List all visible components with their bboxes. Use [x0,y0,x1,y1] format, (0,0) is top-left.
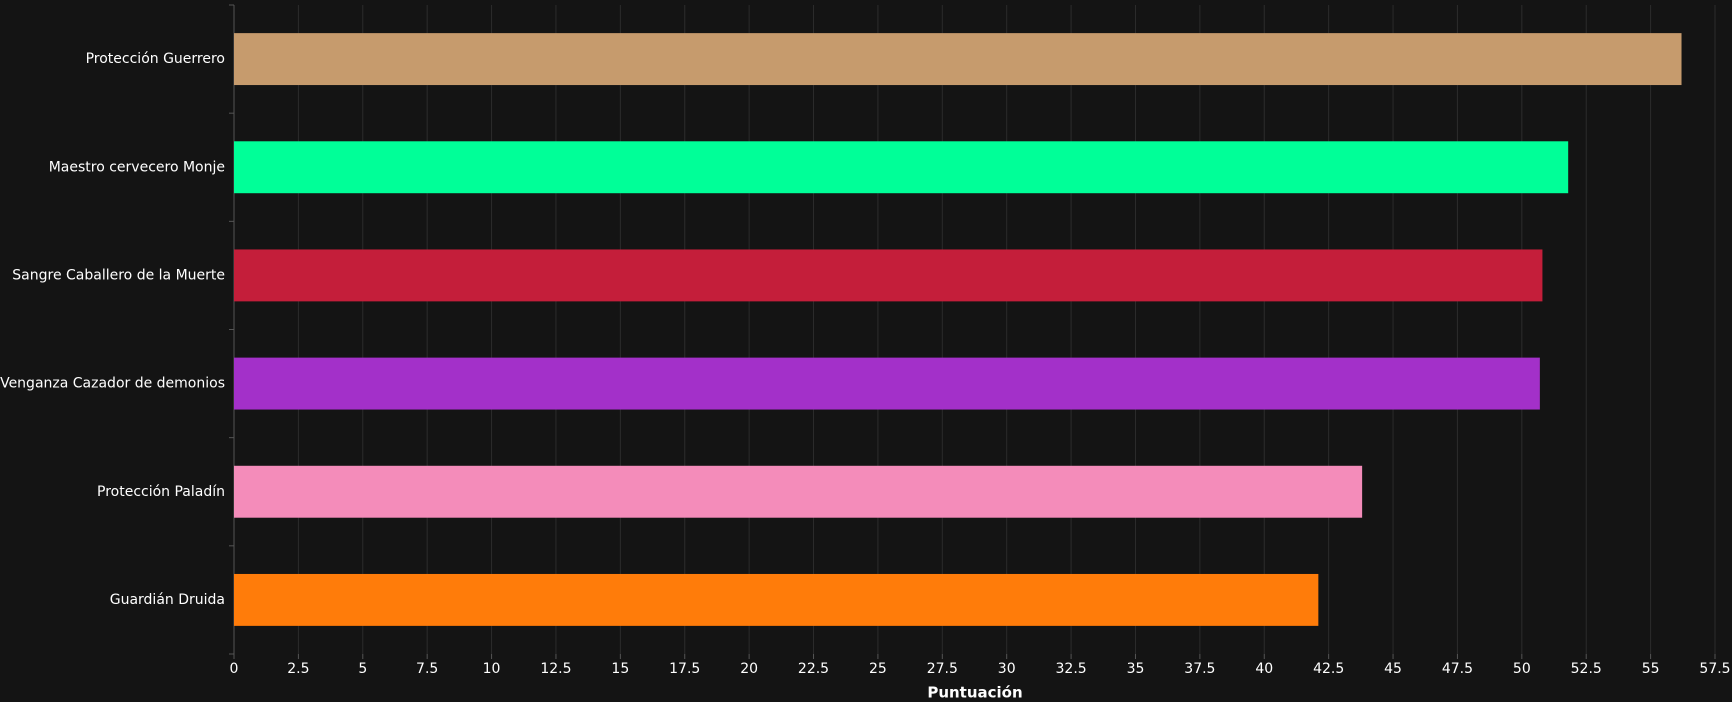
x-tick-label: 12.5 [540,661,571,677]
x-tick-label: 32.5 [1056,661,1087,677]
bar [234,573,1319,626]
x-tick-label: 47.5 [1442,661,1473,677]
x-tick-label: 25 [869,661,887,677]
bar [234,357,1540,410]
x-tick-label: 40 [1255,661,1273,677]
x-tick-label: 20 [740,661,758,677]
x-tick-label: 7.5 [416,661,438,677]
y-tick-label: Venganza Cazador de demonios [0,376,225,392]
x-tick-label: 50 [1513,661,1531,677]
y-tick-label: Maestro cervecero Monje [49,159,225,175]
x-tick-label: 17.5 [669,661,700,677]
x-tick-label: 0 [230,661,239,677]
y-tick-label: Guardián Druida [110,592,225,608]
x-tick-label: 52.5 [1571,661,1602,677]
x-tick-label: 37.5 [1184,661,1215,677]
x-tick-label: 10 [483,661,501,677]
bar [234,465,1363,518]
x-tick-label: 57.5 [1699,661,1730,677]
y-tick-label: Protección Paladín [97,484,225,500]
x-tick-label: 27.5 [927,661,958,677]
x-tick-label: 35 [1127,661,1145,677]
x-tick-label: 2.5 [287,661,309,677]
x-tick-label: 42.5 [1313,661,1344,677]
x-tick-label: 55 [1642,661,1660,677]
bar [234,249,1543,302]
y-tick-label: Sangre Caballero de la Muerte [12,267,225,283]
x-tick-label: 5 [358,661,367,677]
x-axis-label: Puntuación [927,684,1022,702]
x-tick-label: 45 [1384,661,1402,677]
y-tick-label: Protección Guerrero [86,51,225,67]
x-tick-label: 30 [998,661,1016,677]
x-tick-label: 15 [611,661,629,677]
bar [234,141,1569,194]
bar [234,33,1682,86]
x-tick-label: 22.5 [798,661,829,677]
